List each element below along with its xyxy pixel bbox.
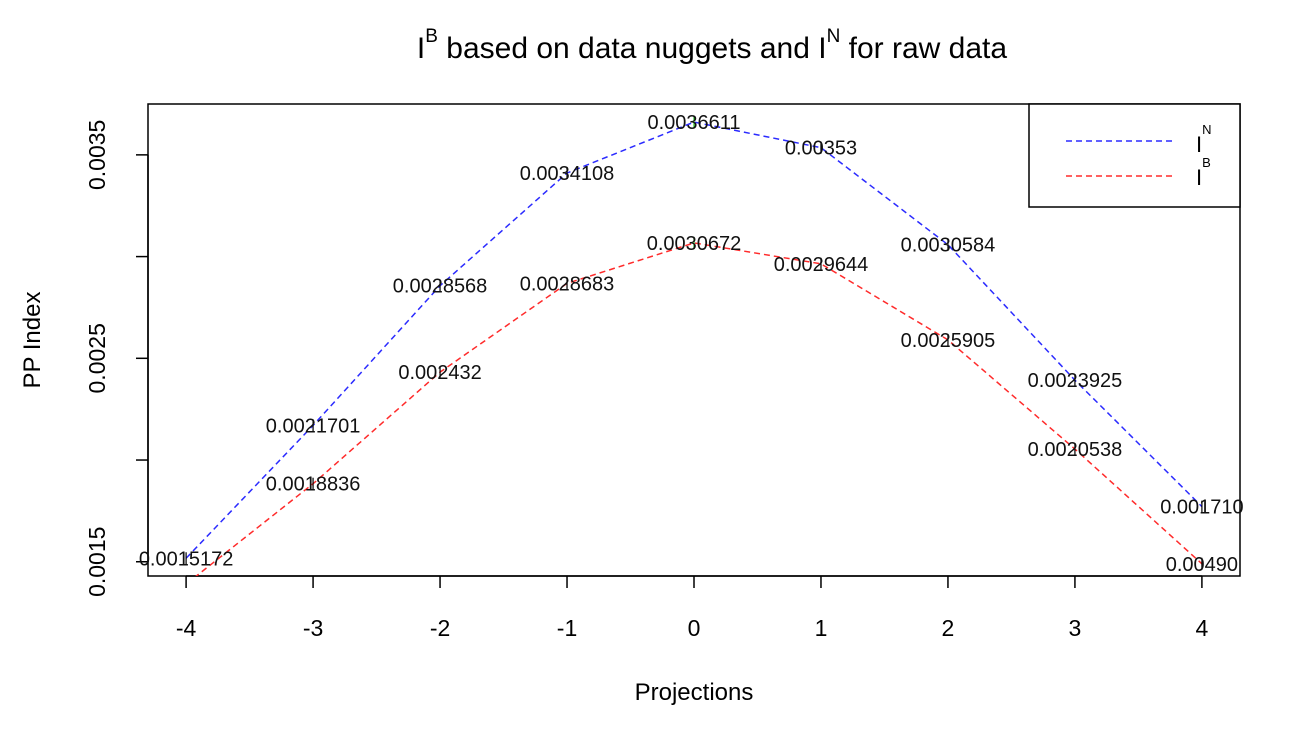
legend-main-series-1: I (1196, 132, 1202, 157)
x-tick-label: -1 (557, 615, 577, 641)
data-label: 0.0029644 (774, 254, 869, 276)
data-label: 0.002432 (398, 362, 481, 384)
legend-sup-series-1: N (1202, 122, 1211, 137)
y-axis-title: PP Index (19, 292, 46, 389)
x-tick-label: -2 (430, 615, 450, 641)
title-sup-2: N (827, 26, 841, 47)
data-label: 0.0015172 (139, 548, 234, 570)
data-label: 0.0021701 (266, 415, 361, 437)
data-label-layer: 0.0015172 0.0021701 0.0028568 0.0034108 0.00… (139, 112, 1244, 576)
data-label: 0.0028683 (520, 273, 615, 295)
data-label: 0.0030672 (647, 233, 742, 255)
data-label: 0.0018836 (266, 474, 361, 496)
data-label: 0.00353 (785, 138, 857, 160)
x-axis: -4 -3 -2 -1 0 1 2 3 4 (176, 575, 1209, 641)
legend-label-series-1: IN (1196, 122, 1212, 157)
y-axis: 0.0015 0.0025 0.0035 (84, 120, 149, 597)
data-label: 0.0020538 (1028, 439, 1123, 461)
y-tick-label: 0.0015 (84, 527, 110, 597)
series-line-1 (185, 121, 1203, 559)
x-tick-label: 2 (942, 615, 955, 641)
legend-box (1028, 103, 1241, 208)
data-label: 0.00490 (1166, 554, 1238, 576)
data-label: 0.0025905 (901, 330, 996, 352)
legend: IN IB (1028, 103, 1241, 208)
x-tick-label: 0 (688, 615, 701, 641)
data-label: 0.0030584 (901, 235, 996, 257)
title-sup-1: B (425, 26, 438, 47)
data-label: 0.0028568 (393, 276, 488, 298)
y-tick-label: 0.0035 (84, 120, 110, 190)
x-tick-label: -4 (176, 615, 197, 641)
x-tick-label: 4 (1196, 615, 1209, 641)
x-tick-label: -3 (303, 615, 323, 641)
series-layer (185, 121, 1203, 576)
data-label: 0.0036611 (647, 112, 740, 134)
title-part-1: I (417, 32, 425, 65)
chart-title: IB based on data nuggets and IN for raw … (417, 26, 1007, 65)
legend-label-series-2: IB (1196, 155, 1211, 190)
series-line-2 (195, 242, 1203, 576)
x-tick-label: 3 (1069, 615, 1082, 641)
x-tick-label: 1 (815, 615, 828, 641)
title-part-3: for raw data (840, 32, 1007, 65)
legend-main-series-2: I (1196, 165, 1202, 190)
data-label: 0.001710 (1160, 497, 1243, 519)
y-tick-label: 0.0025 (84, 323, 110, 393)
data-label: 0.0023925 (1028, 370, 1123, 392)
title-part-2: based on data nuggets and I (438, 32, 827, 65)
legend-sup-series-2: B (1202, 155, 1211, 170)
x-axis-title: Projections (635, 679, 754, 706)
data-label: 0.0034108 (520, 163, 615, 185)
